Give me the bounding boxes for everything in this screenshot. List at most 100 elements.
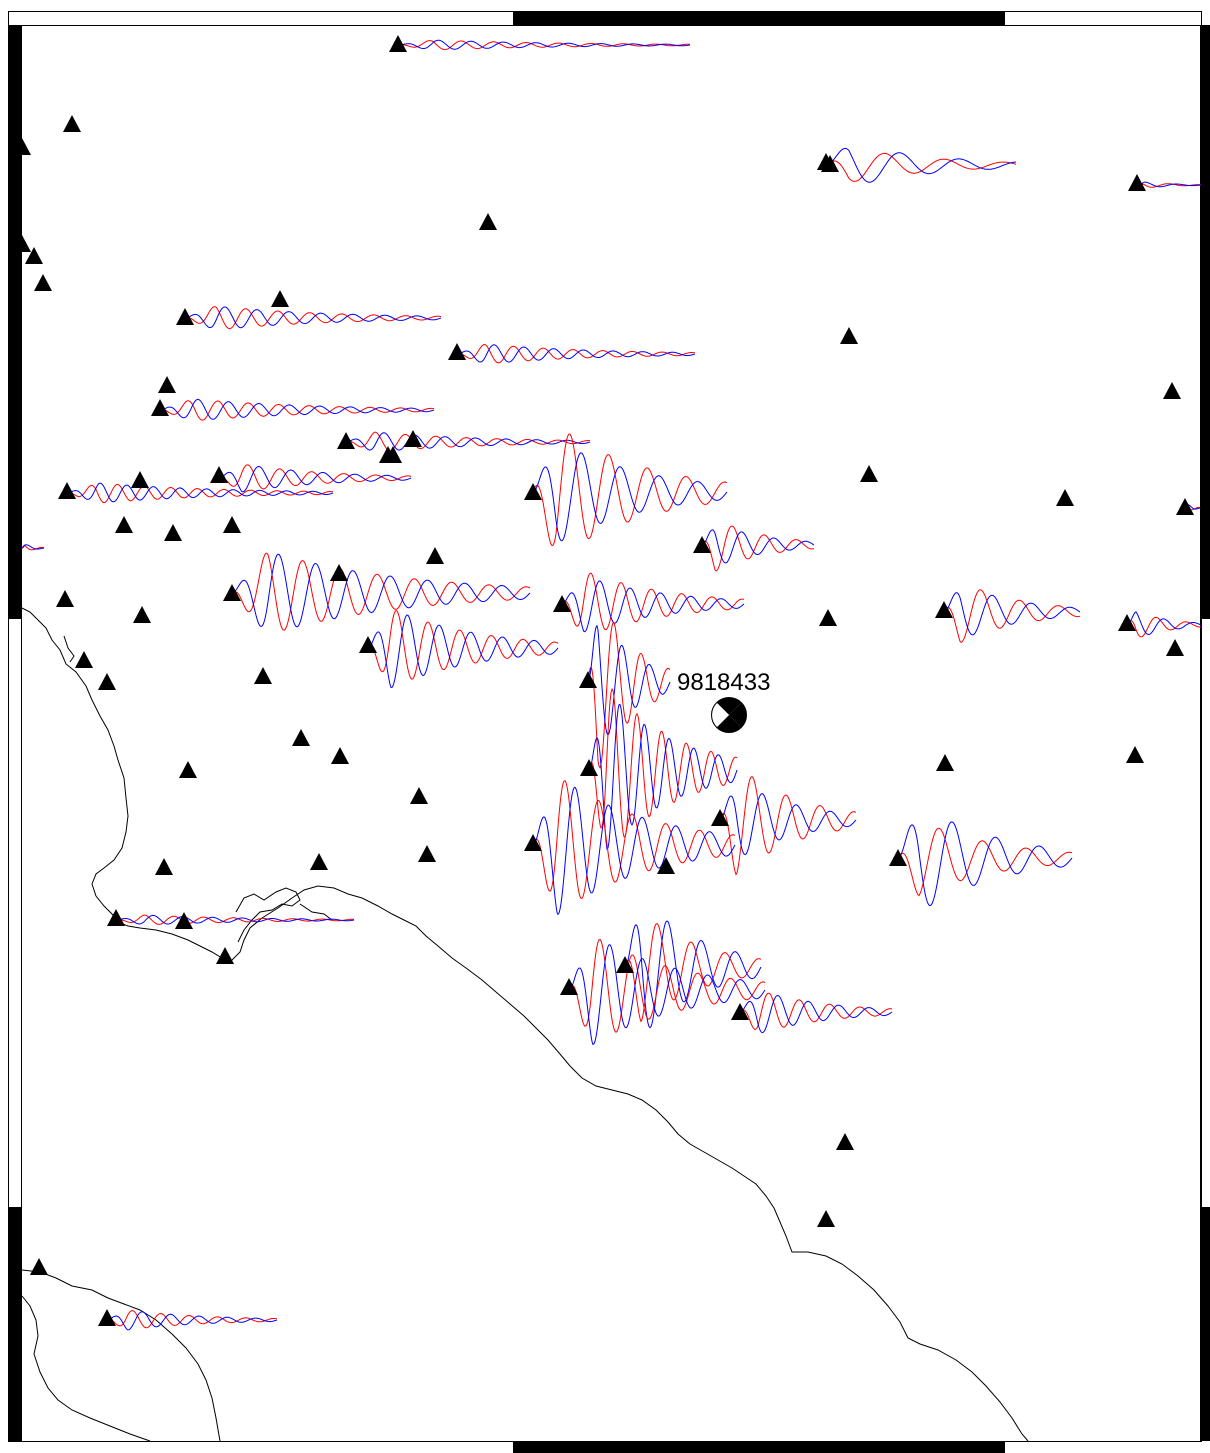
observed-waveform (1126, 616, 1201, 638)
frame-bar-left-upper (8, 25, 21, 619)
synthetic-waveform (943, 592, 1081, 636)
observed-waveform (825, 152, 1017, 182)
observed-waveform (897, 827, 1073, 897)
observed-waveform (568, 938, 766, 1033)
event-id-label: 9818433 (677, 669, 770, 696)
triangle-icon (693, 536, 711, 553)
triangle-icon (155, 858, 173, 875)
synthetic-waveform (588, 703, 738, 851)
observed-waveform (532, 433, 728, 547)
triangle-icon (164, 524, 182, 541)
synthetic-waveform (345, 432, 591, 451)
triangle-icon (936, 754, 954, 771)
triangle-icon (337, 432, 355, 449)
triangle-icon (30, 1258, 48, 1275)
triangle-icon (58, 482, 76, 499)
observed-waveform (231, 552, 531, 631)
observed-waveform (701, 525, 815, 572)
triangle-icon (840, 327, 858, 344)
synthetic-waveform (561, 580, 745, 633)
observed-waveform (587, 622, 671, 769)
frame-bar-top (513, 12, 1005, 25)
triangle-icon (271, 290, 289, 307)
triangle-icon (25, 247, 43, 264)
triangle-icon (524, 834, 542, 851)
synthetic-waveform (568, 944, 766, 1046)
triangle-icon (131, 471, 149, 488)
triangle-icon (115, 516, 133, 533)
synthetic-waveform (456, 344, 696, 363)
observed-waveform (624, 922, 762, 1023)
beachball-icon (711, 697, 747, 733)
observed-waveform (739, 992, 893, 1030)
frame-bar-right-upper (1201, 25, 1210, 619)
coastline (21, 607, 1029, 1442)
triangle-icon (560, 978, 578, 995)
triangle-icon (223, 516, 241, 533)
triangle-icon (1056, 489, 1074, 506)
frame-bar-bottom (513, 1441, 1005, 1453)
synthetic-waveform (106, 1311, 278, 1331)
triangle-icon (418, 845, 436, 862)
synthetic-waveform (159, 398, 435, 420)
observed-waveform (21, 544, 44, 551)
synthetic-waveform (532, 786, 736, 916)
triangle-icon (13, 138, 31, 155)
triangle-icon (75, 651, 93, 668)
synthetic-waveform (66, 482, 334, 503)
triangle-icon (657, 857, 675, 874)
triangle-icon (711, 809, 729, 826)
synthetic-waveform (897, 821, 1073, 907)
observed-waveform (367, 609, 559, 680)
triangle-icon (158, 376, 176, 393)
triangle-icon (292, 729, 310, 746)
triangle-icon (860, 465, 878, 482)
triangle-icon (580, 759, 598, 776)
observed-waveform (561, 572, 745, 631)
observed-waveform (943, 589, 1081, 644)
synthetic-waveform (701, 529, 815, 564)
frame-bar-left-lower (8, 1207, 21, 1441)
triangle-icon (98, 1309, 116, 1326)
triangle-icon (63, 115, 81, 132)
synthetic-waveform (398, 39, 691, 50)
observed-waveform (532, 780, 736, 899)
synthetic-waveform (739, 994, 893, 1034)
observed-waveform (106, 1310, 278, 1329)
synthetic-waveform (1136, 181, 1202, 188)
triangle-icon (175, 912, 193, 929)
triangle-icon (34, 274, 52, 291)
triangle-icon (179, 761, 197, 778)
synthetic-waveform (719, 793, 857, 856)
frame-bar-right-lower (1201, 1207, 1210, 1441)
triangle-icon (553, 595, 571, 612)
triangle-icon (889, 849, 907, 866)
triangle-icon (1163, 382, 1181, 399)
triangle-icon (107, 909, 125, 926)
triangle-icon (479, 213, 497, 230)
synthetic-waveform (367, 614, 559, 689)
triangle-icon (254, 667, 272, 684)
observed-waveform (184, 306, 442, 330)
triangle-icon (426, 547, 444, 564)
triangle-icon (404, 430, 422, 447)
triangle-icon (310, 853, 328, 870)
triangle-icon (1166, 639, 1184, 656)
synthetic-waveform (624, 920, 762, 1029)
triangle-icon (1118, 614, 1136, 631)
triangle-icon (821, 155, 839, 172)
observed-waveform (397, 40, 690, 51)
synthetic-waveform (1126, 611, 1202, 636)
triangle-icon (817, 1210, 835, 1227)
observed-waveform (719, 775, 857, 876)
synthetic-waveform (21, 544, 45, 550)
triangle-icon (216, 947, 234, 964)
station-markers (13, 35, 1194, 1326)
triangle-icon (98, 673, 116, 690)
triangle-icon (819, 609, 837, 626)
observed-waveform (218, 464, 412, 490)
triangle-icon (1176, 498, 1194, 515)
triangle-icon (935, 601, 953, 618)
observed-waveform (66, 484, 334, 504)
